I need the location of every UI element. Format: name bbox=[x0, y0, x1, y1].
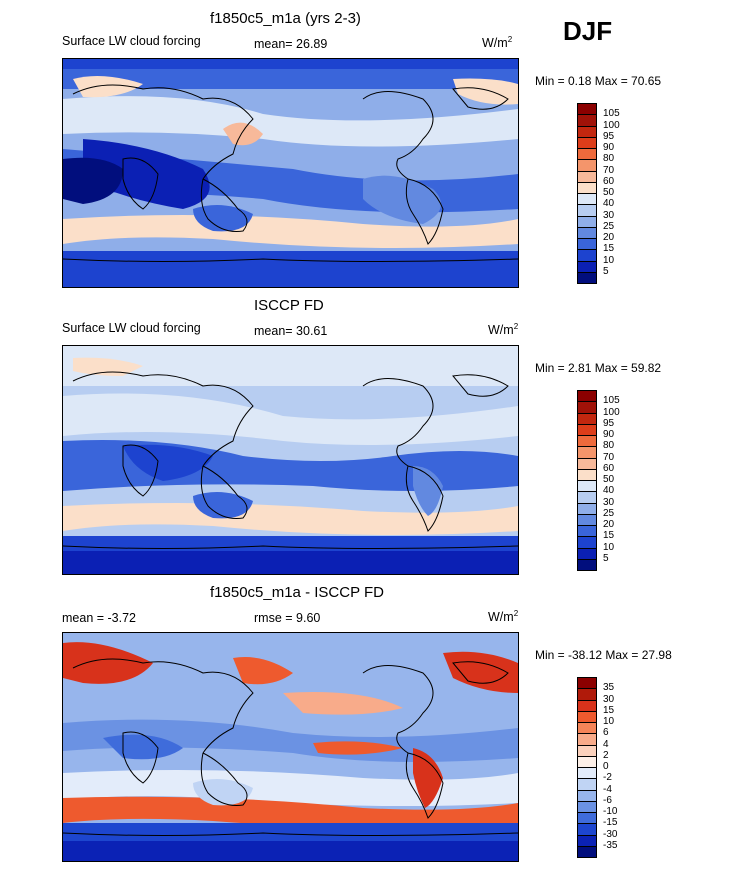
colorbar-label: 6 bbox=[603, 727, 609, 739]
colorbar-label: 100 bbox=[603, 406, 620, 418]
colorbar-label: 2 bbox=[603, 749, 609, 761]
panel3-map bbox=[62, 632, 519, 862]
colorbar-label: 15 bbox=[603, 530, 615, 542]
colorbar-label: 80 bbox=[603, 440, 615, 452]
colorbar-label: 100 bbox=[603, 119, 620, 131]
colorbar-label: 105 bbox=[603, 108, 620, 120]
panel1-map bbox=[62, 58, 519, 288]
colorbar-box bbox=[577, 271, 597, 284]
colorbar-label: 60 bbox=[603, 175, 615, 187]
colorbar-label: 70 bbox=[603, 451, 615, 463]
colorbar-label: 15 bbox=[603, 704, 615, 716]
panel2-title: ISCCP FD bbox=[254, 297, 324, 314]
panel3-colorbar: 35 30 15 10 6 4 2 0 -2 -4 -6 -10 -15 -30 -35 bbox=[577, 677, 637, 858]
panel2-units: W/m2 bbox=[488, 322, 519, 338]
panel3-title: f1850c5_m1a - ISCCP FD bbox=[210, 584, 384, 601]
colorbar-label: 20 bbox=[603, 519, 615, 530]
colorbar-label: 25 bbox=[603, 507, 615, 519]
colorbar-label: 40 bbox=[603, 485, 615, 497]
colorbar-label: -30 bbox=[603, 828, 618, 840]
panel1-colorbar: 105 100 95 90 80 70 60 50 40 30 25 20 15 10 5 bbox=[577, 103, 637, 284]
colorbar-label: -6 bbox=[603, 794, 612, 806]
colorbar-label: 70 bbox=[603, 164, 615, 176]
colorbar-label: 0 bbox=[603, 761, 609, 772]
colorbar-label: -15 bbox=[603, 817, 618, 829]
panel1-units: W/m2 bbox=[482, 35, 513, 51]
colorbar-label: -2 bbox=[603, 772, 612, 784]
panel3-mean-label: mean = -3.72 bbox=[62, 611, 137, 625]
colorbar-label: -4 bbox=[603, 783, 612, 795]
colorbar-box bbox=[577, 558, 597, 571]
colorbar-label: -10 bbox=[603, 806, 618, 817]
colorbar-label: 95 bbox=[603, 130, 615, 142]
colorbar-label: 30 bbox=[603, 693, 615, 705]
panel2-variable-label: Surface LW cloud forcing bbox=[62, 321, 201, 335]
colorbar-label: 10 bbox=[603, 716, 615, 727]
colorbar-label: 90 bbox=[603, 429, 615, 440]
panel3-rmse-label: rmse = 9.60 bbox=[254, 611, 321, 625]
colorbar-label: 5 bbox=[603, 552, 609, 564]
colorbar-label: 4 bbox=[603, 738, 609, 750]
colorbar-label: 95 bbox=[603, 417, 615, 429]
colorbar-label: 50 bbox=[603, 187, 615, 198]
season-label: DJF bbox=[563, 16, 613, 46]
colorbar-label: 20 bbox=[603, 232, 615, 243]
panel3-min-max: Min = -38.12 Max = 27.98 bbox=[535, 648, 672, 662]
colorbar-label: 15 bbox=[603, 243, 615, 255]
panel2-colorbar: 105 100 95 90 80 70 60 50 40 30 25 20 15 10 5 bbox=[577, 390, 637, 571]
colorbar-label: 30 bbox=[603, 209, 615, 221]
colorbar-label: 35 bbox=[603, 682, 615, 694]
colorbar-label: 40 bbox=[603, 198, 615, 210]
colorbar-label: 60 bbox=[603, 462, 615, 474]
colorbar-label: 25 bbox=[603, 220, 615, 232]
panel1-variable-label: Surface LW cloud forcing bbox=[62, 34, 201, 48]
panel2-map bbox=[62, 345, 519, 575]
panel1-mean-label: mean= 26.89 bbox=[254, 37, 328, 51]
panel1-min-max: Min = 0.18 Max = 70.65 bbox=[535, 74, 662, 88]
colorbar-label: 90 bbox=[603, 142, 615, 153]
colorbar-label: 30 bbox=[603, 496, 615, 508]
panel2-mean-label: mean= 30.61 bbox=[254, 324, 328, 338]
colorbar-label: 10 bbox=[603, 254, 615, 266]
colorbar-label: 80 bbox=[603, 153, 615, 165]
colorbar-box bbox=[577, 845, 597, 858]
panel3-units: W/m2 bbox=[488, 609, 519, 625]
colorbar-label: 105 bbox=[603, 395, 620, 407]
colorbar-label: 10 bbox=[603, 541, 615, 553]
colorbar-label: 50 bbox=[603, 474, 615, 485]
colorbar-label: -35 bbox=[603, 839, 618, 851]
colorbar-label: 5 bbox=[603, 265, 609, 277]
panel2-min-max: Min = 2.81 Max = 59.82 bbox=[535, 361, 662, 375]
panel1-title: f1850c5_m1a (yrs 2-3) bbox=[210, 10, 361, 27]
